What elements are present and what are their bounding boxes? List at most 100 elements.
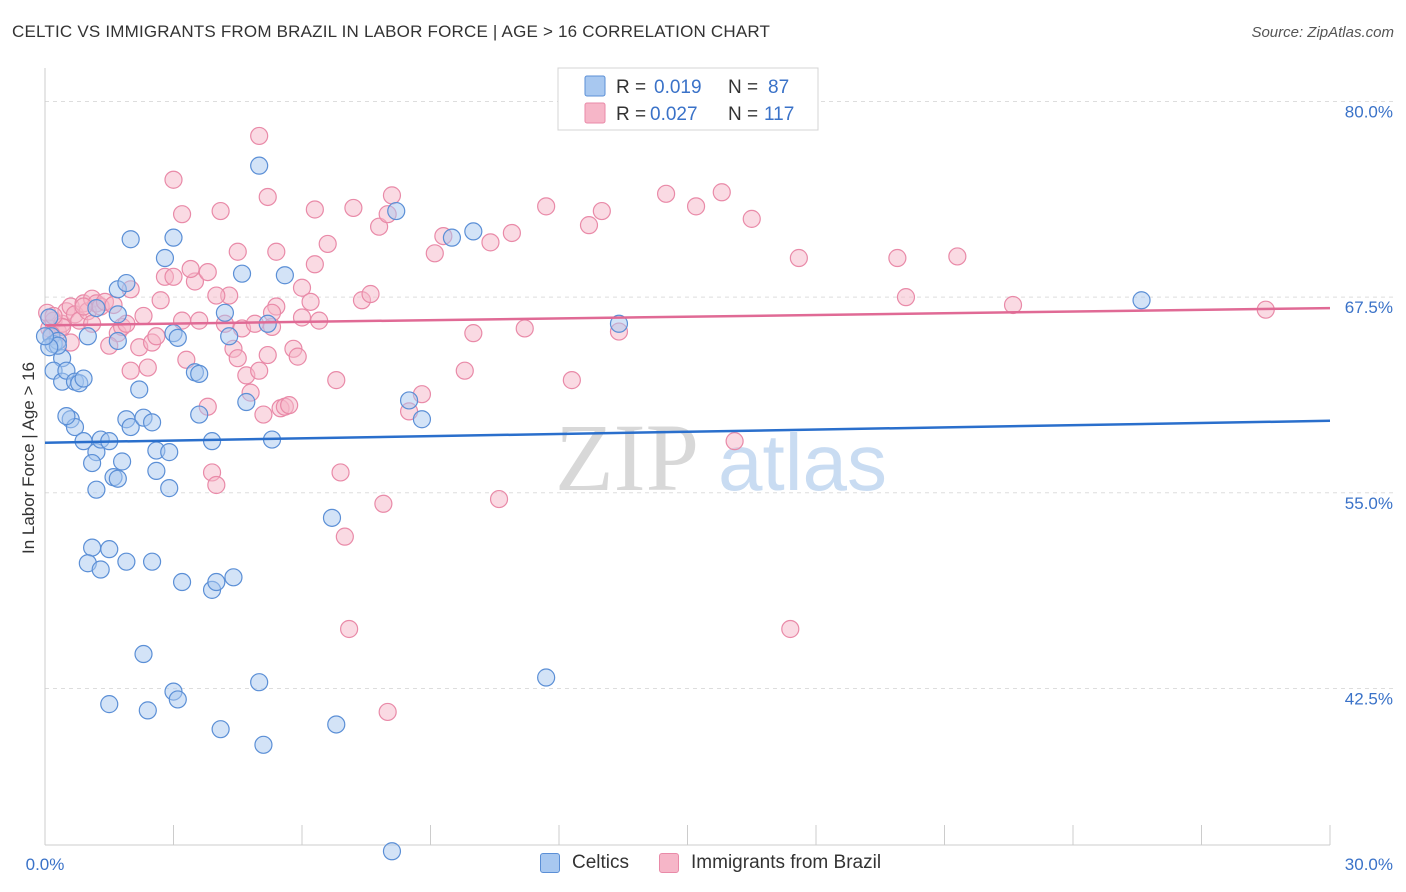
bottom-legend: Celtics Immigrants from Brazil — [540, 852, 911, 874]
brazil-point — [292, 278, 312, 297]
source-credit: Source: ZipAtlas.com — [1251, 24, 1394, 41]
celtics-point — [78, 327, 97, 346]
celtics-point — [57, 407, 76, 426]
brazil-point — [181, 259, 200, 279]
celtics-point — [224, 568, 243, 587]
trend-lines — [44, 306, 1331, 444]
watermark-zip: ZIP — [555, 404, 699, 511]
celtics-point — [35, 327, 55, 346]
brazil-point — [537, 197, 556, 216]
celtics-point — [100, 695, 119, 714]
legend-n-label: N = — [728, 77, 758, 98]
x-tick-label: 30.0% — [1345, 855, 1393, 874]
brazil-point — [151, 291, 170, 310]
brazil-point — [378, 702, 397, 722]
celtics-point — [168, 328, 187, 347]
celtics-point — [112, 452, 132, 471]
brazil-point — [211, 201, 230, 221]
celtics-point — [382, 842, 402, 861]
brazil-point — [489, 489, 509, 509]
brazil-point — [121, 361, 140, 380]
brazil-point — [896, 288, 916, 307]
brazil-point — [370, 217, 389, 236]
brazil-point — [305, 200, 324, 219]
brazil-point — [134, 306, 153, 326]
celtics-point — [237, 392, 256, 412]
celtics-point — [142, 413, 162, 432]
celtics-point — [412, 410, 432, 429]
celtics-point — [108, 305, 127, 324]
brazil-point — [301, 292, 320, 311]
legend-swatch-brazil — [659, 853, 680, 873]
celtics-point — [215, 303, 234, 322]
legend-item-brazil[interactable]: Immigrants from Brazil — [659, 852, 881, 874]
legend-swatch-brazil — [584, 102, 606, 124]
brazil-point — [562, 371, 581, 390]
legend-box: R = 0.019 N = 87 R = 0.027 N = 117 — [557, 67, 819, 131]
celtics-point — [108, 469, 127, 488]
brazil-point — [138, 358, 157, 377]
brazil-point — [164, 267, 183, 286]
celtics-point — [108, 331, 127, 351]
brazil-point — [335, 527, 354, 546]
celtics-point — [130, 380, 149, 399]
celtics-point — [609, 314, 629, 333]
celtics-point — [83, 538, 102, 557]
celtics-point — [190, 364, 209, 383]
brazil-point — [948, 247, 967, 266]
celtics-point — [168, 690, 187, 709]
celtics-point — [121, 230, 140, 249]
celtics-point — [537, 668, 556, 687]
celtics-point — [172, 572, 192, 592]
celtics-point — [254, 735, 273, 754]
celtics-point — [258, 314, 277, 333]
brazil-point — [318, 234, 337, 254]
legend-n-value-brazil: 117 — [764, 104, 794, 125]
brazil-point — [340, 619, 359, 639]
brazil-point — [305, 255, 324, 274]
brazil-point — [292, 308, 312, 327]
y-tick-label: 80.0% — [1345, 102, 1393, 121]
brazil-point — [280, 396, 299, 415]
legend-r-value-brazil: 0.027 — [650, 104, 698, 125]
celtics-point — [134, 644, 153, 664]
legend-r-label: R = — [616, 77, 646, 98]
celtics-point — [207, 572, 226, 592]
series-celtics-points — [35, 156, 1151, 861]
celtics-point — [160, 479, 179, 498]
legend-item-celtics[interactable]: Celtics — [540, 852, 629, 874]
brazil-point — [147, 327, 166, 346]
x-tick-label: 0.0% — [26, 855, 65, 874]
celtics-point — [275, 266, 294, 285]
y-tick-label: 42.5% — [1345, 689, 1393, 708]
celtics-point — [100, 540, 119, 559]
celtics-point — [138, 701, 157, 720]
celtics-point — [74, 369, 93, 388]
celtics-point — [190, 405, 209, 424]
brazil-point — [198, 262, 217, 282]
brazil-point — [207, 475, 226, 495]
tick-labels: 42.5% 55.0% 67.5% 80.0% 0.0% 30.0% — [26, 102, 1393, 874]
celtics-point — [40, 308, 59, 327]
celtics-point — [147, 461, 166, 480]
brazil-point — [579, 216, 599, 235]
brazil-point — [164, 170, 183, 189]
brazil-point — [172, 205, 192, 224]
legend-r-label: R = — [616, 104, 646, 125]
celtics-point — [121, 417, 140, 437]
brazil-point — [781, 619, 800, 639]
celtics-point — [220, 327, 239, 346]
legend-label-brazil: Immigrants from Brazil — [691, 852, 882, 873]
brazil-point — [686, 197, 706, 216]
celtics-point — [117, 552, 136, 571]
y-tick-label: 67.5% — [1345, 298, 1393, 317]
celtics-point — [250, 156, 269, 175]
brazil-point — [228, 349, 247, 368]
brazil-point — [1003, 295, 1023, 315]
brazil-point — [455, 361, 474, 380]
brazil-point — [656, 184, 676, 203]
celtics-point — [399, 391, 419, 410]
brazil-point — [382, 186, 402, 205]
legend-swatch-celtics — [540, 853, 560, 873]
celtics-point — [155, 248, 175, 268]
